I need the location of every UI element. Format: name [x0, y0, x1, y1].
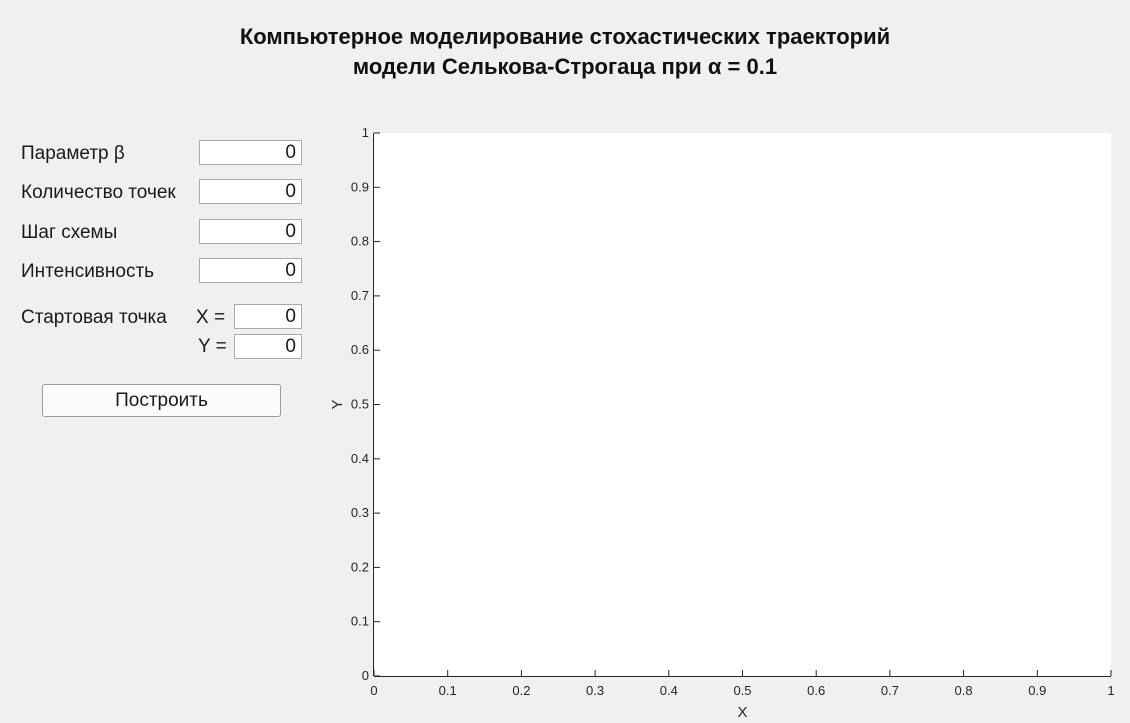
y-tick-label: 0 — [362, 668, 369, 683]
y-tick-label: 0.9 — [351, 179, 369, 194]
x-tick-label: 0.6 — [807, 683, 825, 698]
intensity-input[interactable] — [199, 258, 302, 283]
start-y-input[interactable] — [234, 334, 302, 359]
start-x-label: X = — [196, 307, 226, 328]
start-x-input[interactable] — [234, 304, 302, 329]
x-tick-label: 0.1 — [439, 683, 457, 698]
build-button[interactable]: Построить — [42, 384, 281, 417]
y-tick-label: 0.5 — [351, 397, 369, 412]
y-axis-label: Y — [329, 399, 346, 409]
x-tick-label: 0.3 — [586, 683, 604, 698]
y-tick-label: 0.4 — [351, 451, 369, 466]
x-axis-label: X — [737, 704, 747, 721]
page-title-line-2: модели Селькова-Строгаца при α = 0.1 — [352, 54, 778, 79]
x-tick-label: 0.9 — [1028, 683, 1046, 698]
page-title-line-1: Компьютерное моделирование стохастически… — [239, 24, 891, 49]
page-title: Компьютерное моделирование стохастически… — [0, 22, 1130, 82]
y-axis-ticks: 0 0.1 0.2 0.3 0.4 0.5 0.6 0.7 0.8 0.9 1 — [351, 125, 380, 683]
x-tick-label: 0.7 — [881, 683, 899, 698]
y-tick-label: 0.6 — [351, 342, 369, 357]
y-tick-label: 0.3 — [351, 505, 369, 520]
points-count-label: Количество точек — [21, 182, 176, 203]
step-input[interactable] — [199, 219, 302, 244]
x-tick-label: 1 — [1107, 683, 1114, 698]
x-tick-label: 0.4 — [660, 683, 678, 698]
x-tick-label: 0.5 — [733, 683, 751, 698]
x-axis-ticks: 0 0.1 0.2 0.3 0.4 0.5 0.6 0.7 0.8 0.9 1 — [370, 670, 1115, 698]
start-point-label: Стартовая точка — [21, 307, 167, 328]
x-tick-label: 0 — [370, 683, 377, 698]
points-count-input[interactable] — [199, 179, 302, 204]
start-y-label: Y = — [198, 336, 227, 357]
y-tick-label: 0.8 — [351, 234, 369, 249]
y-tick-label: 0.2 — [351, 559, 369, 574]
plot-area[interactable] — [374, 133, 1111, 676]
y-tick-label: 0.7 — [351, 288, 369, 303]
x-tick-label: 0.2 — [512, 683, 530, 698]
intensity-label: Интенсивность — [21, 261, 155, 282]
y-tick-label: 1 — [362, 125, 369, 140]
step-label: Шаг схемы — [21, 222, 118, 243]
beta-label: Параметр β — [21, 143, 125, 164]
beta-input[interactable] — [199, 140, 302, 165]
y-tick-label: 0.1 — [351, 614, 369, 629]
x-tick-label: 0.8 — [955, 683, 973, 698]
